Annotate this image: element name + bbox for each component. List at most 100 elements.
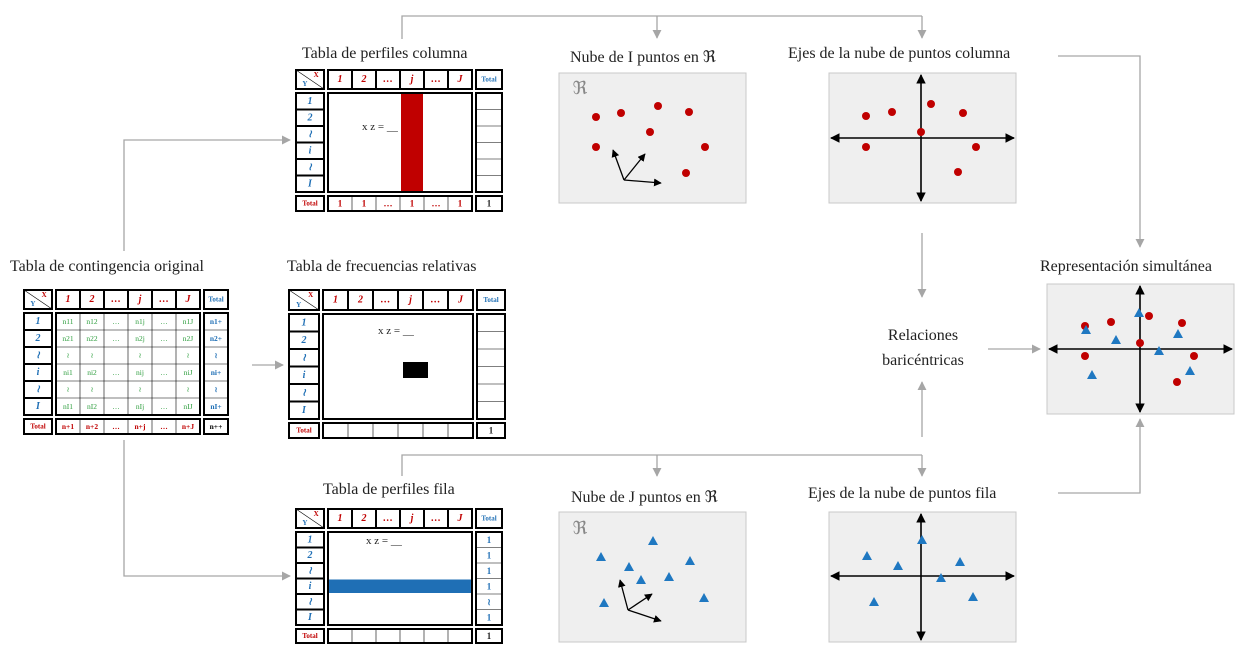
label-relaciones: Relaciones	[887, 327, 959, 344]
grand-total-cell	[203, 418, 229, 435]
col-header-label: J	[457, 513, 464, 524]
red-point	[592, 113, 600, 121]
col-profiles-col-total: 1	[362, 199, 367, 209]
contingency-row-total: ≀	[215, 385, 218, 394]
col-header-label: …	[383, 74, 393, 85]
arrow-contingency-to-row-profiles	[123, 440, 291, 581]
row-profiles-row-total: 1	[487, 535, 492, 545]
contingency-cell: …	[160, 402, 168, 411]
corner-diagonal	[295, 508, 325, 529]
row-header-cell	[288, 400, 320, 420]
contingency-row-total: ≀	[215, 351, 218, 360]
title-nube-j: Nube de J puntos en ℜ	[571, 489, 718, 506]
row-header-label: 1	[308, 96, 313, 107]
title-row-profiles: Tabla de perfiles fila	[323, 481, 455, 498]
contingency-cell: …	[112, 317, 120, 326]
highlighted-cell	[403, 362, 428, 378]
corner-x-label: X	[42, 291, 47, 299]
contingency-grand-total: n++	[210, 422, 223, 431]
col-header-label: 2	[361, 74, 367, 85]
contingency-cell: n1j	[135, 317, 145, 326]
blue-point	[648, 536, 658, 545]
corner-y-label: Y	[302, 80, 307, 88]
contingency-row-total: nI+	[210, 402, 221, 411]
total-col-header-label: Total	[208, 296, 223, 304]
col-profiles-col-total: 1	[338, 199, 343, 209]
grand-total-cell	[476, 422, 506, 439]
blue-point	[1134, 308, 1144, 317]
blue-point	[936, 573, 946, 582]
contingency-cell: ≀	[67, 385, 70, 394]
col-header-cell	[447, 289, 474, 311]
title-ejes-fila: Ejes de la nube de puntos fila	[808, 485, 997, 502]
real-space-glyph: ℜ	[573, 518, 588, 538]
row-profiles-grand-total: 1	[487, 631, 492, 641]
total-row-header	[23, 418, 53, 435]
contingency-cell: …	[112, 334, 120, 343]
red-point	[917, 128, 925, 136]
col-header-label: J	[457, 74, 464, 85]
blue-point	[699, 593, 709, 602]
contingency-cell: n22	[86, 334, 98, 343]
col-header-label: …	[159, 294, 169, 305]
blue-point	[664, 572, 674, 581]
col-header-label: 1	[338, 74, 343, 85]
contingency-cell: ≀	[91, 351, 94, 360]
row-header-cell	[23, 397, 53, 416]
red-point	[927, 100, 935, 108]
contingency-cell: ni1	[63, 368, 73, 377]
highlighted-row	[329, 579, 471, 593]
arrow-ejes-fila-to-representacion	[1058, 418, 1145, 494]
row-header-label: ≀	[308, 129, 313, 140]
arrow-ejes-columna-to-representacion	[1058, 55, 1145, 248]
frequencies-grand-total: 1	[489, 426, 494, 436]
grand-total-cell	[475, 195, 503, 212]
col-header-label: j	[137, 294, 142, 305]
panel-nube-j	[558, 511, 747, 643]
corner-cell	[288, 289, 320, 311]
col-profiles-col-total: 1	[410, 199, 415, 209]
row-profiles-row-total: 1	[487, 612, 492, 622]
row-header-label: ≀	[36, 350, 41, 361]
col-header-label: 1	[333, 295, 338, 306]
total-row-header-label: Total	[30, 423, 45, 431]
col-header-label: J	[185, 294, 192, 305]
corner-y-label: Y	[302, 519, 307, 527]
row-header-label: I	[35, 401, 41, 412]
red-point	[1136, 339, 1144, 347]
grand-total-cell	[475, 628, 503, 644]
row-header-label: 2	[307, 550, 313, 561]
contingency-cell: nij	[136, 368, 144, 377]
col-header-label: J	[457, 295, 464, 306]
row-profiles-row-total: ≀	[487, 597, 490, 607]
panel-ejes-fila	[828, 511, 1017, 643]
contingency-cell: n2J	[183, 334, 194, 343]
contingency-cell: ≀	[139, 385, 142, 394]
contingency-cell: ≀	[139, 351, 142, 360]
label-baricentricas: baricéntricas	[882, 352, 964, 369]
total-row-header	[288, 422, 320, 439]
total-col-header	[203, 289, 229, 310]
red-point	[1107, 318, 1115, 326]
blue-point	[862, 551, 872, 560]
col-header-label: …	[431, 513, 441, 524]
corner-diagonal	[23, 289, 53, 310]
red-point	[1190, 352, 1198, 360]
row-header-cell	[295, 174, 325, 193]
basis-arrow	[627, 593, 653, 611]
total-col-header	[475, 69, 503, 90]
row-header-label: ≀	[36, 384, 41, 395]
corner-x-label: X	[308, 291, 313, 299]
red-point	[592, 143, 600, 151]
basis-arrow	[627, 609, 662, 623]
corner-cell	[295, 508, 325, 529]
blue-point	[917, 535, 927, 544]
row-header-label: I	[301, 405, 307, 416]
corner-y-label: Y	[30, 300, 35, 308]
red-point	[1081, 352, 1089, 360]
col-header-label: 2	[357, 295, 363, 306]
top-bracket	[401, 15, 922, 39]
